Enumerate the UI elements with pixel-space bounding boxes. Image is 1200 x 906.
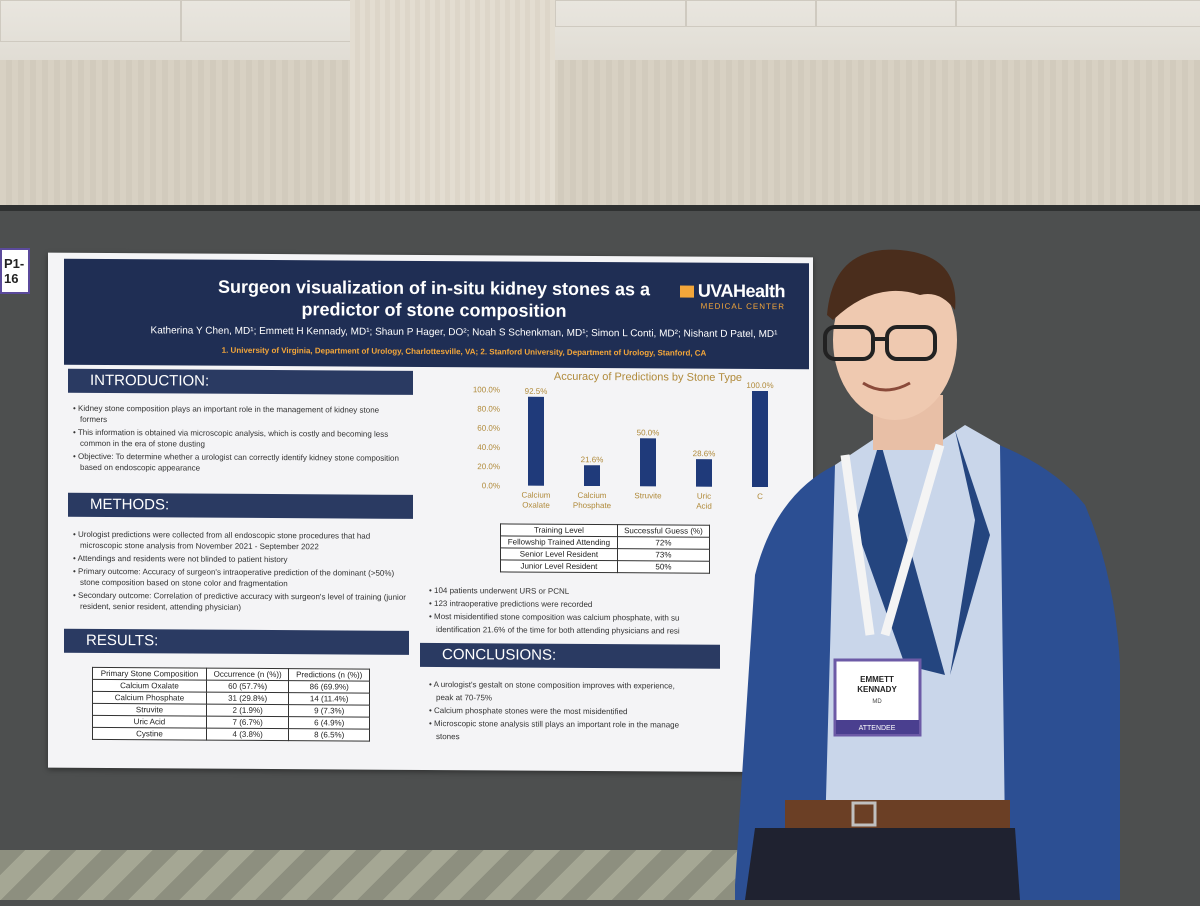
y-tick-label: 40.0%: [477, 443, 500, 452]
badge-credential: MD: [872, 699, 882, 705]
wall-pillar: [350, 0, 555, 230]
badge-role: ATTENDEE: [859, 725, 896, 732]
x-tick-label: Phosphate: [573, 501, 612, 510]
pants: [745, 828, 1020, 900]
table-row: Cystine 4 (3.8%) 8 (6.5%): [92, 727, 370, 742]
right-lapel: [950, 430, 990, 675]
methods-heading: METHODS:: [68, 492, 413, 519]
x-tick-label: Oxalate: [522, 501, 550, 510]
data-label: 28.6%: [693, 449, 716, 458]
y-tick-label: 100.0%: [473, 385, 500, 394]
face: [833, 260, 957, 420]
bar: [752, 390, 768, 488]
y-tick-label: 20.0%: [477, 462, 500, 471]
poster-affiliations: 1. University of Virginia, Department of…: [221, 345, 707, 358]
results-heading: RESULTS:: [64, 628, 409, 655]
back-wall: [0, 60, 1200, 230]
bar: [584, 465, 600, 487]
poster-title: Surgeon visualization of in-situ kidney …: [217, 276, 651, 321]
accuracy-chart-svg: Accuracy of Predictions by Stone Type 0.0…: [473, 371, 774, 511]
left-lapel: [855, 440, 945, 675]
conclusions-list: A urologist's gestalt on stone compositi…: [428, 679, 728, 746]
data-label: 100.0%: [746, 381, 773, 390]
introduction-heading: INTRODUCTION:: [68, 368, 413, 395]
belt: [785, 800, 1010, 828]
accuracy-chart: Accuracy of Predictions by Stone Type 0.0…: [468, 367, 798, 519]
results-list: 104 patients underwent URS or PCNL 123 i…: [428, 585, 728, 639]
presenter-person: EMMETT KENNADY MD ATTENDEE: [735, 249, 1120, 900]
x-tick-label: Acid: [696, 502, 712, 511]
chart-title: Accuracy of Predictions by Stone Type: [554, 371, 742, 384]
carpet: [0, 850, 760, 900]
table-row: Junior Level Resident 50%: [500, 559, 710, 574]
y-tick-label: 60.0%: [477, 424, 500, 433]
hair: [827, 249, 956, 320]
bar: [528, 396, 544, 486]
badge-name-line1: EMMETT: [860, 675, 894, 684]
glasses-right-lens: [885, 325, 937, 361]
introduction-list: Kidney stone composition plays an import…: [72, 403, 407, 477]
x-tick-label: Struvite: [634, 491, 662, 500]
poster-header: Surgeon visualization of in-situ kidney …: [64, 258, 809, 370]
conclusions-heading: CONCLUSIONS:: [420, 642, 720, 669]
methods-list: Urologist predictions were collected fro…: [72, 529, 407, 616]
data-label: 92.5%: [525, 387, 548, 396]
belt-buckle: [851, 801, 877, 827]
poster-authors: Katherina Y Chen, MD¹; Emmett H Kennady,…: [150, 325, 778, 341]
bar: [640, 438, 656, 487]
bar: [696, 459, 712, 487]
training-level-table: Training Level Successful Guess (%) Fell…: [500, 523, 710, 574]
rotunda-icon: [679, 285, 694, 298]
data-label: 21.6%: [581, 455, 604, 464]
glasses-left-lens: [823, 325, 875, 361]
data-label: 50.0%: [637, 428, 660, 437]
booth-sign: P1-16: [0, 248, 30, 294]
stone-composition-table: Primary Stone Composition Occurrence (n …: [92, 666, 370, 742]
badge-name-line2: KENNADY: [857, 685, 897, 694]
lanyard-right: [880, 443, 945, 637]
lanyard-left: [840, 454, 875, 636]
x-tick-label: C: [757, 492, 763, 501]
y-tick-label: 0.0%: [482, 481, 500, 490]
x-tick-label: Uric: [697, 492, 711, 501]
y-tick-label: 80.0%: [477, 404, 500, 413]
research-poster: Surgeon visualization of in-situ kidney …: [48, 252, 813, 773]
smile: [862, 381, 911, 392]
x-tick-label: Calcium: [522, 491, 551, 500]
badge-footer: [836, 720, 919, 734]
x-tick-label: Calcium: [578, 491, 607, 500]
